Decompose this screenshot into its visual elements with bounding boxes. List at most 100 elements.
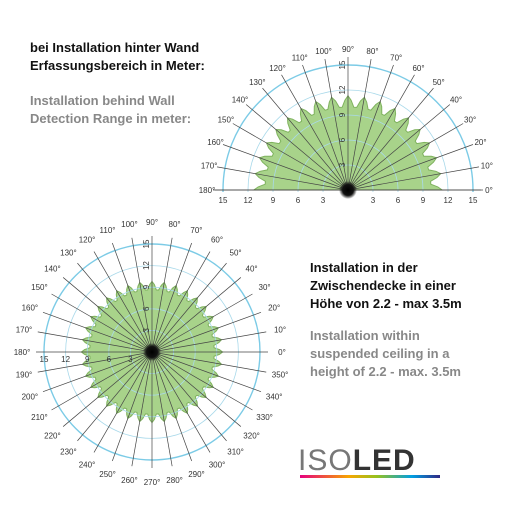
intro-english: Detection Range in meter: — [30, 111, 191, 126]
angle-label: 230° — [60, 448, 77, 457]
radial-line — [232, 123, 349, 191]
radial-line — [151, 351, 227, 442]
angle-label: 40° — [246, 264, 258, 273]
ceiling-english: suspended ceiling in a — [310, 346, 450, 361]
angle-label: 330° — [256, 413, 273, 422]
angle-label: 30° — [464, 116, 476, 125]
angle-label: 250° — [99, 470, 116, 479]
angle-label: 20° — [268, 304, 280, 313]
angle-label: 40° — [450, 95, 462, 104]
radial-line — [151, 331, 267, 353]
range-label: 9 — [271, 196, 276, 205]
radial-line — [151, 277, 242, 353]
radial-line — [347, 64, 394, 191]
range-label: 9 — [338, 112, 347, 117]
radial-line — [347, 104, 451, 191]
angle-label: 10° — [274, 325, 286, 334]
radial-line — [347, 144, 474, 191]
radial-line — [62, 277, 153, 353]
angle-label: 90° — [146, 218, 158, 227]
angle-label: 120° — [269, 64, 286, 73]
angle-label: 190° — [16, 371, 33, 380]
intro-english: Installation behind Wall — [30, 93, 175, 108]
angle-label: 100° — [315, 47, 332, 56]
radial-line — [347, 166, 480, 191]
radial-line — [42, 311, 153, 353]
ceiling-german: Zwischendecke in einer — [310, 278, 456, 293]
angle-label: 280° — [166, 476, 183, 485]
range-label: 3 — [338, 162, 347, 167]
range-label: 9 — [421, 196, 426, 205]
angle-label: 90° — [342, 45, 354, 54]
range-label: 3 — [142, 328, 151, 333]
angle-label: 110° — [100, 226, 116, 235]
angle-label: 180° — [199, 186, 216, 195]
ceiling-english: Installation within — [310, 328, 420, 343]
radial-line — [347, 87, 434, 191]
ceiling-german: Installation in der — [310, 260, 418, 275]
sensor-center — [143, 343, 161, 361]
angle-label: 160° — [22, 304, 39, 313]
radial-line — [262, 87, 349, 191]
angle-label: 110° — [292, 54, 308, 63]
range-label: 12 — [244, 196, 253, 205]
radial-line — [151, 351, 262, 393]
logo-text: ISOLED — [298, 444, 416, 477]
angle-label: 60° — [412, 64, 424, 73]
angle-label: 150° — [31, 283, 48, 292]
logo-part: ISO — [298, 444, 353, 477]
radial-line — [302, 64, 349, 191]
angle-label: 180° — [14, 348, 31, 357]
angle-label: 140° — [232, 95, 249, 104]
angle-label: 350° — [272, 371, 289, 380]
range-label: 6 — [296, 196, 301, 205]
angle-label: 270° — [144, 478, 161, 487]
radial-line — [216, 166, 349, 191]
ceiling-english: height of 2.2 - max. 3.5m — [310, 364, 461, 379]
range-label: 6 — [338, 137, 347, 142]
angle-label: 130° — [60, 248, 77, 257]
angle-label: 210° — [31, 413, 48, 422]
angle-label: 10° — [481, 162, 493, 171]
range-label: 12 — [61, 355, 70, 364]
radial-line — [51, 351, 153, 411]
angle-label: 120° — [79, 235, 96, 244]
angle-label: 80° — [169, 220, 181, 229]
range-label: 6 — [396, 196, 401, 205]
radial-line — [111, 242, 153, 353]
angle-label: 80° — [366, 47, 378, 56]
logo-part: LED — [353, 444, 416, 477]
radial-line — [37, 351, 153, 373]
angle-label: 310° — [227, 448, 244, 457]
radial-line — [111, 351, 153, 462]
radial-line — [222, 144, 349, 191]
angle-label: 60° — [211, 235, 223, 244]
logo: ISOLED — [298, 444, 440, 478]
radial-line — [131, 237, 153, 353]
detection-diagram-ceiling: 0° 10° 20° 30° 40° 50° 60° 70° 80° 90° 100° 110° 120… — [14, 218, 289, 487]
radial-line — [77, 262, 153, 353]
angle-label: 150° — [218, 116, 235, 125]
radial-line — [151, 293, 253, 353]
radial-line — [151, 251, 211, 353]
radial-line — [151, 237, 173, 353]
radial-line — [151, 351, 193, 462]
angle-label: 260° — [121, 476, 138, 485]
angle-label: 290° — [188, 470, 205, 479]
radial-line — [245, 104, 349, 191]
range-label: 15 — [219, 196, 228, 205]
range-label: 15 — [469, 196, 478, 205]
radial-line — [151, 311, 262, 353]
sensor-center — [339, 181, 357, 199]
radial-line — [93, 351, 153, 453]
angle-label: 0° — [485, 186, 493, 195]
ceiling-german: Höhe von 2.2 - max 3.5m — [310, 296, 462, 311]
angle-label: 170° — [201, 162, 218, 171]
angle-label: 240° — [79, 461, 96, 470]
radial-line — [151, 351, 173, 467]
radial-line — [151, 351, 267, 373]
radial-line — [77, 351, 153, 442]
angle-label: 0° — [278, 348, 286, 357]
angle-label: 220° — [44, 432, 61, 441]
